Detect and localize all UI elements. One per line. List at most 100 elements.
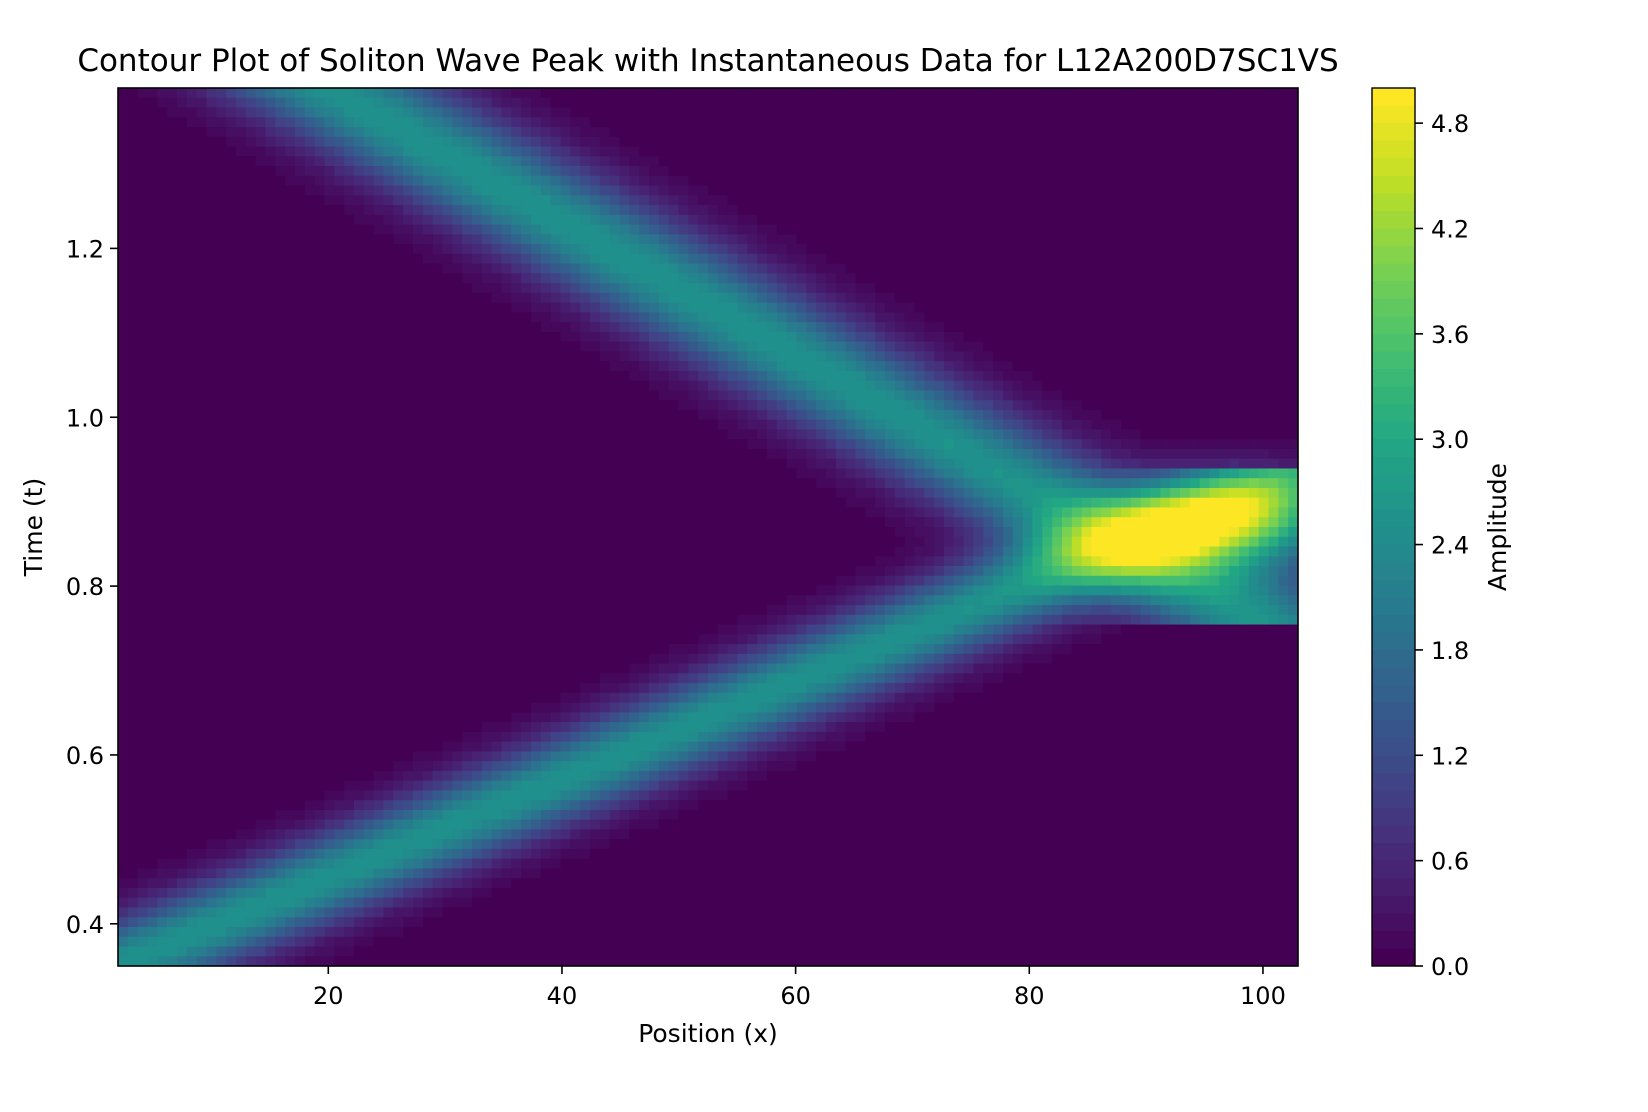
- contour-cell: [167, 88, 178, 99]
- contour-cell: [137, 107, 149, 118]
- contour-cell: [206, 292, 217, 304]
- contour-cell: [1091, 419, 1102, 431]
- contour-cell: [521, 234, 532, 245]
- contour-cell: [1160, 175, 1171, 187]
- contour-cell: [1248, 97, 1260, 109]
- contour-cell: [511, 468, 522, 479]
- contour-cell: [491, 146, 503, 157]
- contour-cell: [216, 400, 227, 411]
- contour-cell: [403, 487, 414, 499]
- contour-cell: [708, 97, 719, 109]
- contour-cell: [658, 312, 670, 323]
- contour-cell: [865, 244, 876, 255]
- contour-cell: [934, 97, 945, 109]
- contour-cell: [934, 302, 945, 313]
- contour-cell: [786, 341, 798, 352]
- contour-cell: [167, 97, 178, 109]
- contour-cell: [226, 292, 237, 304]
- contour-cell: [1032, 263, 1043, 274]
- contour-cell: [826, 380, 837, 392]
- contour-cell: [1219, 380, 1230, 392]
- contour-cell: [944, 419, 955, 431]
- contour-cell: [1268, 214, 1279, 226]
- contour-cell: [442, 292, 453, 304]
- contour-cell: [865, 263, 876, 274]
- contour-cell: [1121, 107, 1132, 118]
- contour-cell: [285, 146, 296, 157]
- contour-cell: [413, 263, 424, 274]
- contour-cell: [747, 205, 758, 216]
- contour-cell: [835, 302, 847, 313]
- contour-cell: [226, 487, 237, 499]
- contour-cell: [265, 380, 276, 392]
- contour-cell: [255, 263, 267, 274]
- contour-cell: [344, 351, 355, 362]
- contour-cell: [668, 302, 680, 313]
- contour-cell: [275, 331, 286, 343]
- contour-cell: [472, 487, 483, 499]
- contour-cell: [127, 409, 139, 421]
- contour-cell: [1130, 166, 1142, 177]
- contour-cell: [1229, 468, 1240, 479]
- contour-cell: [383, 185, 394, 196]
- contour-cell: [1219, 458, 1230, 470]
- contour-cell: [668, 205, 680, 216]
- contour-cell: [639, 448, 650, 460]
- contour-cell: [167, 214, 178, 226]
- contour-cell: [226, 166, 237, 177]
- contour-cell: [1170, 390, 1181, 401]
- contour-cell: [855, 127, 866, 138]
- contour-cell: [275, 419, 286, 431]
- contour-cell: [354, 439, 365, 450]
- contour-cell: [147, 448, 158, 460]
- contour-cell: [531, 224, 542, 235]
- contour-cell: [265, 263, 276, 274]
- contour-cell: [914, 224, 925, 235]
- contour-cell: [914, 302, 925, 313]
- contour-cell: [570, 341, 581, 352]
- contour-cell: [599, 458, 611, 470]
- contour-cell: [304, 214, 316, 226]
- contour-cell: [1012, 283, 1024, 294]
- contour-cell: [1091, 322, 1102, 333]
- contour-cell: [1052, 351, 1063, 362]
- contour-cell: [904, 234, 916, 245]
- contour-cell: [944, 185, 955, 196]
- contour-cell: [727, 478, 739, 489]
- contour-cell: [550, 214, 562, 226]
- contour-cell: [934, 214, 945, 226]
- contour-cell: [1160, 263, 1171, 274]
- contour-cell: [806, 234, 817, 245]
- contour-cell: [865, 127, 876, 138]
- contour-cell: [196, 205, 208, 216]
- contour-cell: [127, 253, 139, 265]
- contour-cell: [1121, 312, 1132, 323]
- contour-cell: [924, 370, 935, 382]
- contour-cell: [373, 468, 385, 479]
- contour-cell: [727, 312, 739, 323]
- contour-cell: [1052, 390, 1063, 401]
- contour-cell: [147, 400, 158, 411]
- contour-cell: [236, 370, 247, 382]
- contour-cell: [442, 302, 453, 313]
- contour-cell: [216, 117, 227, 128]
- contour-cell: [314, 380, 326, 392]
- contour-cell: [177, 351, 188, 362]
- contour-cell: [1062, 107, 1073, 118]
- contour-cell: [1032, 458, 1043, 470]
- contour-cell: [373, 273, 385, 284]
- contour-cell: [157, 97, 168, 109]
- contour-cell: [599, 175, 611, 187]
- contour-cell: [236, 478, 247, 489]
- contour-cell: [1062, 146, 1073, 157]
- contour-cell: [786, 244, 798, 255]
- contour-cell: [855, 205, 866, 216]
- contour-cell: [255, 273, 267, 284]
- contour-cell: [1012, 253, 1024, 265]
- contour-cell: [816, 88, 827, 99]
- contour-cell: [206, 273, 217, 284]
- contour-cell: [845, 312, 857, 323]
- contour-cell: [639, 175, 650, 187]
- contour-cell: [1111, 156, 1122, 167]
- contour-cell: [334, 253, 345, 265]
